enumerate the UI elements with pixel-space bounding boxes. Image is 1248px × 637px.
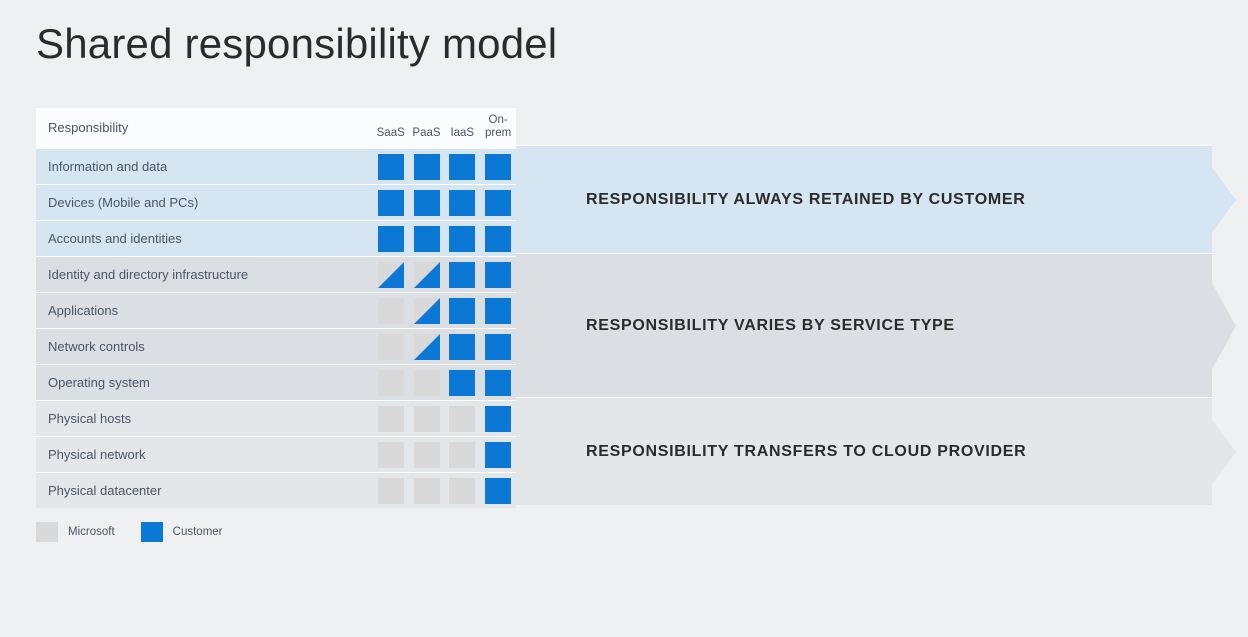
row-label: Accounts and identities [36,220,373,256]
table-row: Network controls [36,328,516,364]
page-title: Shared responsibility model [36,20,1212,68]
row-label: Physical network [36,436,373,472]
band-label: RESPONSIBILITY VARIES BY SERVICE TYPE [516,317,955,335]
matrix-cell [444,148,480,184]
legend-swatch-customer [141,522,163,542]
matrix-cell [480,436,516,472]
band: RESPONSIBILITY TRANSFERS TO CLOUD PROVID… [516,397,1212,505]
matrix-cell [373,436,409,472]
col-paas: PaaS [409,108,445,148]
chevron-right-icon [1196,398,1236,506]
slide: Shared responsibility model Responsibili… [0,0,1248,542]
chevron-right-icon [1196,146,1236,254]
row-label: Devices (Mobile and PCs) [36,184,373,220]
matrix-cell [409,328,445,364]
band-label: RESPONSIBILITY ALWAYS RETAINED BY CUSTOM… [516,191,1026,209]
matrix-cell [409,364,445,400]
band: RESPONSIBILITY ALWAYS RETAINED BY CUSTOM… [516,145,1212,253]
matrix-cell [444,220,480,256]
row-label: Physical datacenter [36,472,373,508]
matrix-cell [480,364,516,400]
matrix-cell [409,472,445,508]
matrix-cell [409,292,445,328]
content: Responsibility SaaS PaaS IaaS On-prem In… [36,108,1212,542]
band-label: RESPONSIBILITY TRANSFERS TO CLOUD PROVID… [516,443,1026,461]
matrix-cell [373,328,409,364]
legend-label-microsoft: Microsoft [68,526,115,538]
matrix-cell [480,292,516,328]
table-row: Information and data [36,148,516,184]
matrix-cell [373,292,409,328]
table-row: Accounts and identities [36,220,516,256]
table-row: Devices (Mobile and PCs) [36,184,516,220]
matrix-cell [409,184,445,220]
row-label: Information and data [36,148,373,184]
matrix-cell [373,472,409,508]
matrix-cell [373,364,409,400]
matrix-cell [409,436,445,472]
row-label: Network controls [36,328,373,364]
matrix-cell [444,364,480,400]
responsibility-table-area: Responsibility SaaS PaaS IaaS On-prem In… [36,108,516,542]
table-row: Applications [36,292,516,328]
row-label: Physical hosts [36,400,373,436]
matrix-cell [409,256,445,292]
col-iaas: IaaS [444,108,480,148]
matrix-cell [409,220,445,256]
matrix-cell [480,400,516,436]
table-row: Physical hosts [36,400,516,436]
matrix-cell [480,328,516,364]
matrix-cell [444,256,480,292]
table-header-row: Responsibility SaaS PaaS IaaS On-prem [36,108,516,148]
row-label: Operating system [36,364,373,400]
matrix-cell [480,220,516,256]
chevron-right-icon [1196,254,1236,398]
matrix-cell [444,184,480,220]
responsibility-header: Responsibility [36,108,373,148]
table-row: Operating system [36,364,516,400]
matrix-cell [373,184,409,220]
legend: Microsoft Customer [36,522,516,542]
legend-label-customer: Customer [173,526,223,538]
table-row: Physical network [36,436,516,472]
matrix-cell [444,472,480,508]
table-row: Identity and directory infrastructure [36,256,516,292]
responsibility-table: Responsibility SaaS PaaS IaaS On-prem In… [36,108,516,508]
col-saas: SaaS [373,108,409,148]
matrix-cell [444,436,480,472]
table-row: Physical datacenter [36,472,516,508]
matrix-cell [444,292,480,328]
band: RESPONSIBILITY VARIES BY SERVICE TYPE [516,253,1212,397]
row-label: Identity and directory infrastructure [36,256,373,292]
matrix-cell [480,256,516,292]
matrix-cell [444,328,480,364]
matrix-cell [480,148,516,184]
matrix-cell [373,256,409,292]
legend-swatch-microsoft [36,522,58,542]
matrix-cell [373,400,409,436]
matrix-cell [373,148,409,184]
matrix-cell [480,184,516,220]
matrix-cell [409,148,445,184]
col-onprem: On-prem [480,108,516,148]
matrix-cell [480,472,516,508]
row-label: Applications [36,292,373,328]
matrix-cell [444,400,480,436]
matrix-cell [409,400,445,436]
matrix-cell [373,220,409,256]
bands-column: RESPONSIBILITY ALWAYS RETAINED BY CUSTOM… [516,145,1212,542]
